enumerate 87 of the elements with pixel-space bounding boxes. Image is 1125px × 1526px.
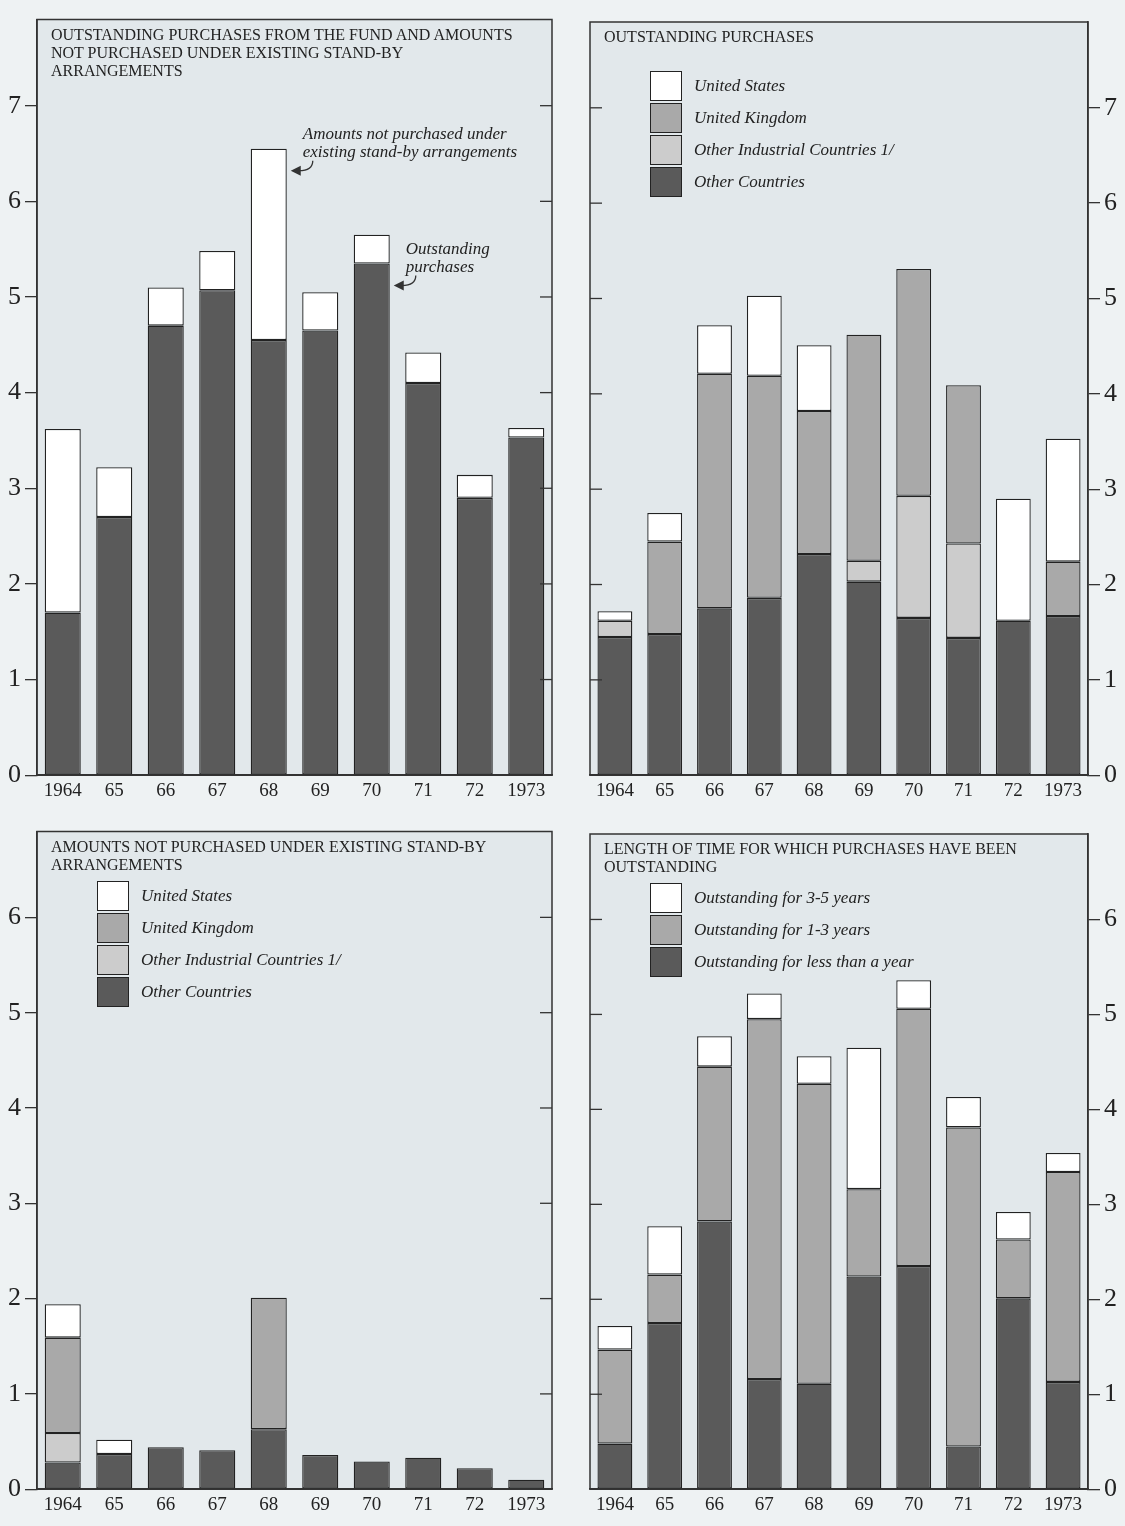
x-tick-label: 67: [754, 1492, 774, 1514]
x-tick-label: 68: [804, 778, 824, 800]
x-tick-label: 1973: [507, 1492, 546, 1514]
y2-tick-label: 4: [1104, 1093, 1117, 1123]
x-tick-label: 67: [207, 778, 227, 800]
text: OUTSTANDING PURCHASES FROM THE FUND AND AMOUNTS NOT PURCHASED UNDER EXISTING STAND-BY ARRANGEMENTS: [51, 25, 514, 80]
y-tick-label: 3: [8, 1187, 21, 1217]
legend-label: Outstanding for less than a year: [694, 952, 914, 972]
x-tick-label: 1973: [1044, 778, 1083, 800]
y-tick-label: 3: [8, 472, 21, 502]
y2-tick-label: 0: [1104, 759, 1117, 789]
x-tick-label: 69: [854, 778, 874, 800]
x-tick-label: 1964: [43, 778, 83, 800]
x-tick-label: 1964: [595, 1492, 635, 1514]
x-tick-label: 71: [413, 778, 433, 800]
x-tick-label: 66: [705, 1492, 724, 1514]
x-tick-label: 69: [310, 778, 330, 800]
x-tick-label: 65: [655, 778, 675, 800]
x-tick-label: 1964: [595, 778, 635, 800]
series-label: Outstanding purchases: [405, 238, 491, 276]
series-label: Amounts not purchased under existing stand-by arrangements: [302, 123, 519, 161]
x-tick-label: 67: [754, 778, 774, 800]
y-tick-label: 4: [8, 1091, 21, 1121]
x-tick-label: 69: [854, 1492, 874, 1514]
x-tick-label: 68: [804, 1492, 824, 1514]
y-tick-label: 0: [8, 1473, 21, 1503]
text: AMOUNTS NOT PURCHASED UNDER EXISTING STAND-BY ARRANGEMENTS: [51, 837, 487, 874]
x-tick-label: 71: [954, 1492, 973, 1514]
x-tick-label: 70: [362, 778, 382, 800]
y-tick-label: 1: [8, 1377, 21, 1407]
y2-tick-label: 5: [1104, 282, 1117, 312]
chart-title: OUTSTANDING PURCHASES: [604, 28, 815, 46]
x-tick-label: 69: [310, 1492, 330, 1514]
x-tick-label: 65: [655, 1492, 675, 1514]
y-tick-label: 5: [8, 996, 21, 1026]
x-tick-label: 1973: [1044, 1492, 1083, 1514]
y-tick-label: 6: [8, 185, 21, 215]
text: LENGTH OF TIME FOR WHICH PURCHASES HAVE BEEN OUTSTANDING: [604, 840, 1018, 876]
x-tick-label: 68: [259, 1492, 279, 1514]
legend-label: Other Countries: [694, 172, 805, 192]
x-tick-label: 65: [104, 1492, 124, 1514]
y2-tick-label: 1: [1104, 663, 1117, 693]
x-tick-label: 72: [1003, 778, 1023, 800]
y2-tick-label: 3: [1104, 473, 1117, 502]
legend-label: Other Countries: [141, 981, 252, 1002]
x-tick-label: 66: [156, 778, 176, 800]
legend-label: Other Industrial Countries 1/: [141, 949, 341, 970]
y-tick-label: 2: [8, 567, 21, 597]
y2-tick-label: 2: [1104, 568, 1117, 598]
legend-label: Outstanding for 3-5 years: [694, 888, 871, 908]
x-tick-label: 70: [904, 778, 924, 800]
x-tick-label: 66: [156, 1492, 176, 1514]
x-tick-label: 67: [207, 1492, 227, 1514]
y-tick-label: 1: [8, 663, 21, 693]
y-tick-label: 6: [8, 901, 21, 931]
legend-label: United States: [141, 885, 233, 906]
x-tick-label: 70: [904, 1492, 924, 1514]
x-tick-label: 72: [465, 778, 485, 800]
x-tick-label: 72: [1003, 1492, 1023, 1514]
x-tick-label: 1973: [507, 778, 546, 800]
x-tick-label: 72: [465, 1492, 485, 1514]
y2-tick-label: 6: [1104, 186, 1117, 216]
legend-label: United States: [694, 76, 786, 96]
y2-tick-label: 7: [1104, 91, 1117, 121]
y-tick-label: 2: [8, 1282, 21, 1312]
y2-tick-label: 0: [1104, 1473, 1117, 1503]
legend-label: Outstanding for 1-3 years: [694, 920, 871, 940]
x-tick-label: 70: [362, 1492, 382, 1514]
x-tick-label: 66: [705, 778, 724, 800]
y2-tick-label: 2: [1104, 1283, 1117, 1313]
y-tick-label: 0: [8, 759, 21, 789]
y2-tick-label: 3: [1104, 1188, 1117, 1218]
y2-tick-label: 6: [1104, 903, 1117, 933]
x-tick-label: 71: [954, 778, 973, 800]
x-tick-label: 1964: [43, 1492, 83, 1514]
y-tick-label: 4: [8, 376, 21, 406]
y2-tick-label: 5: [1104, 998, 1117, 1028]
legend-label: United Kingdom: [694, 108, 807, 128]
legend-label: United Kingdom: [141, 917, 254, 938]
x-tick-label: 71: [413, 1492, 433, 1514]
x-tick-label: 68: [259, 778, 279, 800]
legend-label: Other Industrial Countries 1/: [694, 140, 894, 160]
y2-tick-label: 1: [1104, 1378, 1117, 1408]
x-tick-label: 65: [104, 778, 124, 800]
y-tick-label: 7: [8, 89, 21, 119]
y-tick-label: 5: [8, 280, 21, 310]
y2-tick-label: 4: [1104, 377, 1117, 407]
